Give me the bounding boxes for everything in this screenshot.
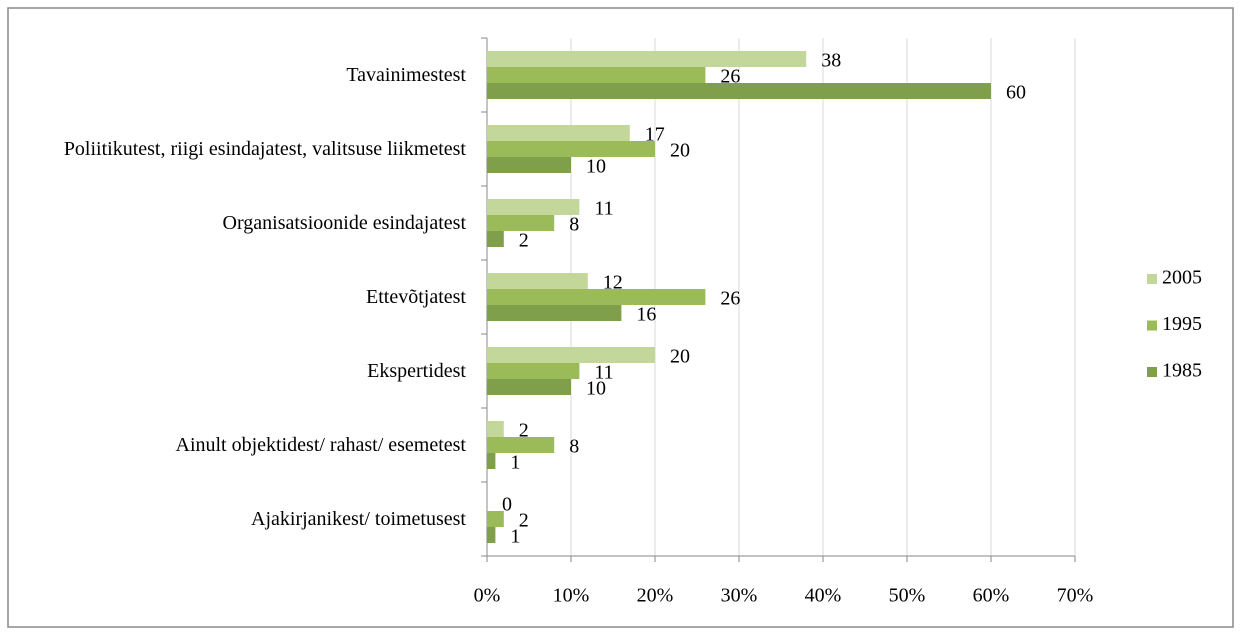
x-tick-label: 20% <box>637 585 674 607</box>
bar <box>487 141 655 157</box>
bar <box>487 527 496 543</box>
legend-label: 2005 <box>1162 267 1202 289</box>
category-text: Poliitikutest, riigi esindajatest, valit… <box>63 138 466 160</box>
x-tick-label: 60% <box>973 585 1010 607</box>
category-label: Ettevõtjatest <box>26 284 466 310</box>
bar <box>487 231 504 247</box>
value-label: 12 <box>603 272 623 294</box>
value-label: 2 <box>519 510 529 532</box>
legend-label: 1985 <box>1162 360 1202 382</box>
legend-swatch <box>1147 274 1157 284</box>
value-label: 8 <box>569 436 579 458</box>
category-text: Ainult objektidest/ rahast/ esemetest <box>175 434 467 456</box>
bar <box>487 125 630 141</box>
bar <box>487 51 807 67</box>
value-label: 26 <box>720 288 740 310</box>
value-label: 26 <box>720 66 740 88</box>
value-label: 20 <box>670 140 690 162</box>
legend-swatch <box>1147 320 1157 331</box>
value-label: 2 <box>519 420 529 442</box>
value-label: 60 <box>1006 82 1026 104</box>
bar <box>487 83 991 99</box>
value-label: 1 <box>510 452 520 474</box>
bar <box>487 67 706 83</box>
bar <box>487 363 580 379</box>
category-label: Ekspertidest <box>26 358 466 384</box>
bar <box>487 347 655 363</box>
value-label: 10 <box>586 378 606 400</box>
value-label: 2 <box>519 230 529 252</box>
x-tick-label: 30% <box>721 585 758 607</box>
category-text: Tavainimestest <box>346 64 466 86</box>
category-text: Ettevõtjatest <box>366 286 466 308</box>
bar <box>487 215 555 231</box>
bar <box>487 421 504 437</box>
x-tick-label: 70% <box>1057 585 1094 607</box>
legend-label: 1995 <box>1162 313 1202 335</box>
x-tick-label: 0% <box>474 585 501 607</box>
value-label: 10 <box>586 156 606 178</box>
category-text: Organisatsioonide esindajatest <box>222 212 466 234</box>
category-text: Ajakirjanikest/ toimetusest <box>251 508 466 530</box>
category-label: Ainult objektidest/ rahast/ esemetest <box>26 432 467 458</box>
x-tick-label: 40% <box>805 585 842 607</box>
legend-swatch <box>1147 367 1157 377</box>
value-label: 11 <box>594 362 613 384</box>
value-label: 20 <box>670 346 690 368</box>
bar <box>487 273 588 289</box>
category-label: Ajakirjanikest/ toimetusest <box>26 506 466 532</box>
category-label: Poliitikutest, riigi esindajatest, valit… <box>26 136 466 162</box>
value-label: 0 <box>502 494 512 516</box>
bar <box>487 289 706 305</box>
value-label: 17 <box>645 124 665 146</box>
category-text: Ekspertidest <box>367 360 466 382</box>
category-label: Organisatsioonide esindajatest <box>26 210 466 236</box>
bar <box>487 379 571 395</box>
bar <box>487 453 496 469</box>
bar <box>487 305 622 321</box>
bar <box>487 511 504 527</box>
bar <box>487 437 555 453</box>
x-tick-label: 50% <box>889 585 926 607</box>
bar <box>487 157 571 173</box>
value-label: 8 <box>569 214 579 236</box>
bar <box>487 199 580 215</box>
value-label: 38 <box>821 50 841 72</box>
value-label: 1 <box>510 526 520 548</box>
category-label: Tavainimestest <box>26 62 466 88</box>
value-label: 16 <box>636 304 656 326</box>
value-label: 11 <box>594 198 613 220</box>
x-tick-label: 10% <box>553 585 590 607</box>
